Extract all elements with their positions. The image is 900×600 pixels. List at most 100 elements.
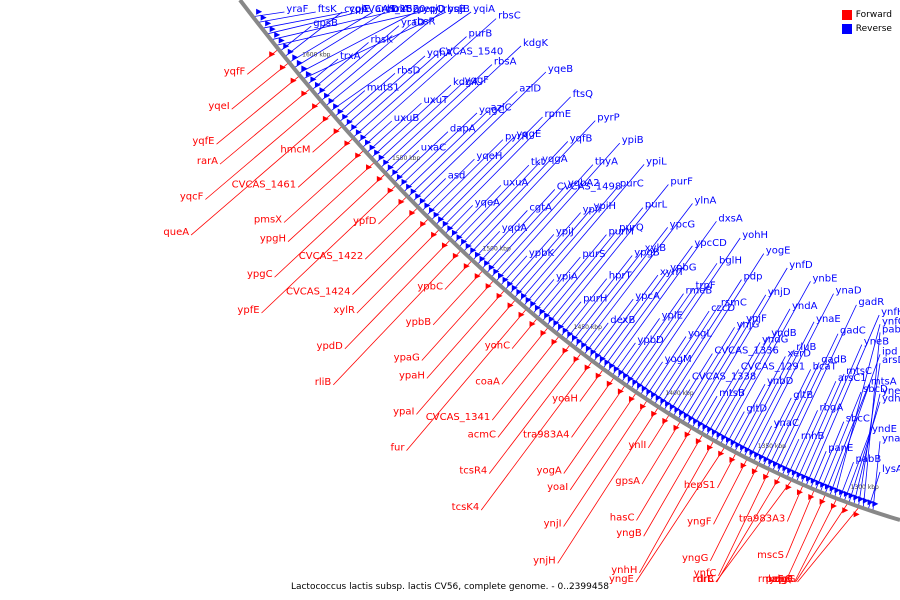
gene-label: yqhA — [427, 48, 453, 59]
gene-label: purL — [645, 200, 668, 211]
gene-label: ylnA — [694, 196, 716, 207]
gene-line — [497, 344, 571, 438]
gene-label: queA — [163, 227, 189, 238]
legend-label-reverse: Reverse — [855, 24, 892, 34]
gene-line — [329, 11, 472, 112]
gene-arrow — [376, 175, 383, 182]
gene-label: yqeH — [476, 151, 502, 162]
gene-arrow — [716, 431, 723, 438]
gene-arrow — [697, 420, 704, 427]
gene-line — [490, 164, 594, 278]
gene-label: ypbD — [637, 335, 664, 346]
gene-line — [636, 427, 693, 521]
gene-label: rdrB — [693, 574, 714, 585]
gene-label: ynfG — [882, 316, 900, 327]
gene-label: tkt — [531, 157, 545, 168]
gene-arrow — [839, 489, 846, 496]
gene-arrow — [383, 159, 390, 166]
gene-label: fur — [390, 443, 405, 454]
gene-arrow — [842, 507, 849, 514]
legend-item-forward: Forward — [841, 8, 892, 22]
gene-label: ftsK — [318, 4, 337, 15]
kbp-label: 1400 kbp — [665, 390, 693, 397]
gene-line — [579, 368, 604, 402]
gene-label: ypiH — [593, 201, 616, 212]
gene-line — [569, 250, 643, 345]
gene-arrow — [553, 319, 560, 326]
gene-arrow — [324, 92, 331, 99]
gene-label: thyA — [595, 157, 618, 168]
gene-line — [649, 310, 710, 402]
gene-label: yplE — [662, 310, 683, 321]
gene-label: purQ — [619, 222, 644, 233]
kbp-label: 1550 kbp — [392, 155, 420, 162]
gene-arrow — [256, 8, 263, 15]
gene-line — [426, 289, 506, 379]
gene-label: uxuA — [503, 177, 529, 188]
gene-arrow — [433, 211, 440, 218]
gene-line — [705, 342, 761, 437]
gene-label: purH — [583, 294, 607, 305]
gene-arrow — [725, 436, 732, 443]
gene-arrow — [613, 365, 620, 372]
gene-arrow — [785, 484, 792, 491]
gene-label: kdgR — [768, 574, 793, 585]
gene-arrow — [637, 382, 644, 389]
gene-arrow — [683, 412, 690, 419]
gene-line — [654, 305, 720, 405]
gene-line — [216, 75, 301, 145]
gene-label: yqgF — [465, 75, 490, 86]
gene-line — [284, 11, 343, 58]
gene-arrow — [337, 108, 344, 115]
gene-label: arsC1 — [838, 373, 867, 384]
gene-arrow — [488, 264, 495, 271]
gene-arrow — [595, 352, 602, 359]
gene-label: yqfB — [570, 133, 593, 144]
gene-label: rliB — [315, 377, 332, 388]
gene-arrow — [497, 272, 504, 279]
gene-line — [647, 413, 670, 449]
gene-label: acmC — [468, 429, 496, 440]
gene-arrow — [669, 403, 676, 410]
gene-line — [312, 125, 343, 153]
gene-lines — [190, 11, 881, 583]
gene-line — [231, 62, 290, 110]
gene-label: xerD — [787, 348, 811, 359]
gene-arrow — [662, 417, 669, 424]
gene-label: ynaE — [816, 314, 841, 325]
gene-label: trpF — [696, 280, 716, 291]
gene-arrow — [581, 341, 588, 348]
gene-line — [748, 293, 834, 460]
gene-label: rbsB — [443, 4, 466, 15]
gene-arrow — [595, 372, 602, 379]
gene-line — [641, 420, 682, 485]
gene-label: gpsB — [313, 18, 338, 29]
gene-line — [462, 141, 569, 253]
gene-arrow — [646, 388, 653, 395]
gene-line — [311, 42, 369, 91]
gene-arrow — [801, 473, 808, 480]
gene-label: tcsK4 — [452, 502, 480, 513]
gene-arrow — [496, 292, 503, 299]
gene-label: purM — [608, 227, 633, 238]
gene-arrow — [791, 469, 798, 476]
gene-arrow — [796, 489, 803, 496]
gene-arrow — [539, 308, 546, 315]
gene-arrow — [525, 296, 532, 303]
gene-label: yogA — [537, 465, 562, 476]
gene-arrow — [749, 449, 756, 456]
gene-label: rbsC — [498, 11, 521, 22]
gene-line — [858, 363, 881, 507]
gene-arrow — [740, 462, 747, 469]
gene-label: yqjD — [423, 4, 446, 15]
gene-line — [453, 164, 530, 244]
gene-line — [421, 158, 475, 212]
gene-line — [663, 253, 765, 411]
gene-label: sbcD — [863, 384, 888, 395]
gene-arrow — [401, 178, 408, 185]
gene-arrows — [256, 8, 879, 518]
gene-arrow — [628, 396, 635, 403]
gene-line — [357, 18, 497, 143]
gene-arrow — [396, 174, 403, 181]
